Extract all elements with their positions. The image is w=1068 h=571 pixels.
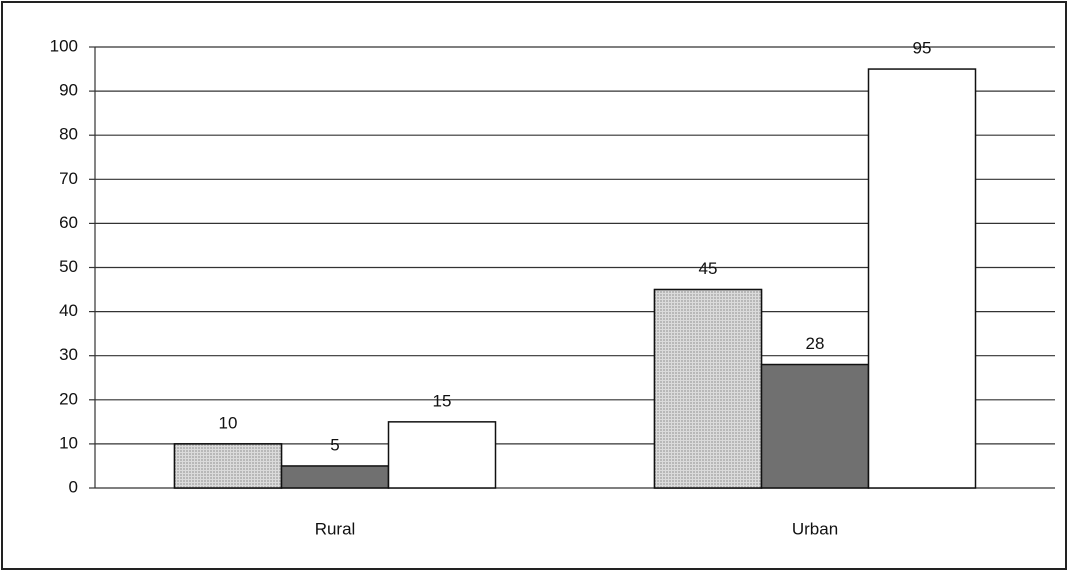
x-tick-label: Urban	[792, 519, 838, 538]
bar	[280, 465, 390, 489]
data-label: 5	[330, 435, 339, 454]
y-tick-label: 100	[50, 36, 78, 55]
data-label: 10	[219, 413, 238, 432]
y-tick-label: 30	[59, 345, 78, 364]
y-tick-label: 80	[59, 125, 78, 144]
bar	[387, 421, 497, 489]
bar	[867, 68, 977, 489]
y-tick-label: 40	[59, 301, 78, 320]
bar-tint	[173, 443, 283, 489]
data-label: 28	[806, 334, 825, 353]
data-label: 95	[913, 39, 932, 58]
bar	[760, 363, 870, 489]
bar-tint	[653, 288, 763, 489]
data-label: 45	[699, 259, 718, 278]
y-tick-label: 70	[59, 169, 78, 188]
data-label: 15	[433, 391, 452, 410]
y-tick-label: 60	[59, 213, 78, 232]
y-tick-label: 10	[59, 433, 78, 452]
y-tick-label: 50	[59, 257, 78, 276]
x-tick-label: Rural	[315, 519, 356, 538]
y-tick-label: 20	[59, 389, 78, 408]
y-tick-label: 0	[69, 477, 78, 496]
y-tick-label: 90	[59, 81, 78, 100]
